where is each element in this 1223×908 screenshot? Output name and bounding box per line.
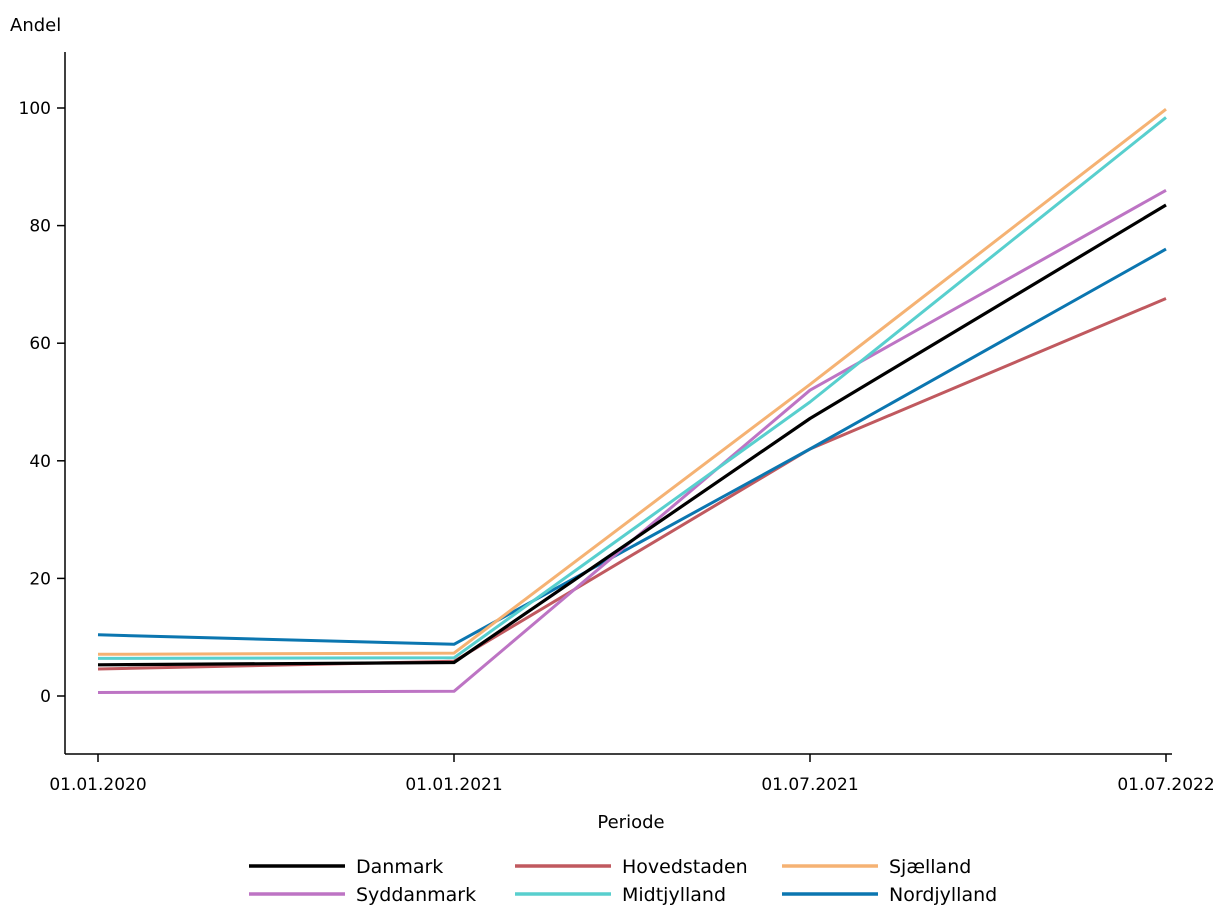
series-line-hovedstaden xyxy=(97,297,1167,671)
series-line-sjælland xyxy=(97,108,1167,656)
legend-label: Nordjylland xyxy=(889,884,997,906)
series-line-danmark xyxy=(97,203,1167,667)
series-lines xyxy=(97,108,1167,694)
x-tick-label: 01.07.2022 xyxy=(1117,775,1214,795)
x-ticks: 01.01.2020 01.01.2021 01.07.2021 01.07.2022 xyxy=(49,754,1215,795)
series-line-syddanmark xyxy=(97,188,1167,694)
legend: Danmark Hovedstaden Sjælland Syddanmark Midt… xyxy=(249,856,997,906)
legend-label: Danmark xyxy=(356,856,443,878)
y-tick-label: 80 xyxy=(29,217,51,237)
legend-label: Syddanmark xyxy=(356,884,476,906)
series-line-midtjylland xyxy=(97,116,1167,660)
y-tick-label: 40 xyxy=(29,452,51,472)
legend-label: Midtjylland xyxy=(622,884,726,906)
y-ticks: 0 20 40 60 80 100 xyxy=(19,99,65,707)
axes xyxy=(64,52,1172,755)
y-tick-label: 20 xyxy=(29,569,51,589)
legend-label: Sjælland xyxy=(889,856,971,878)
y-tick-label: 100 xyxy=(19,99,51,119)
y-tick-label: 60 xyxy=(29,334,51,354)
y-axis-title: Andel xyxy=(10,15,61,36)
y-tick-label: 0 xyxy=(40,687,51,707)
x-tick-label: 01.01.2020 xyxy=(49,775,146,795)
x-axis-title: Periode xyxy=(597,812,664,833)
legend-label: Hovedstaden xyxy=(622,856,748,878)
x-tick-label: 01.07.2021 xyxy=(761,775,858,795)
series-line-nordjylland xyxy=(97,247,1167,646)
x-tick-label: 01.01.2021 xyxy=(405,775,502,795)
